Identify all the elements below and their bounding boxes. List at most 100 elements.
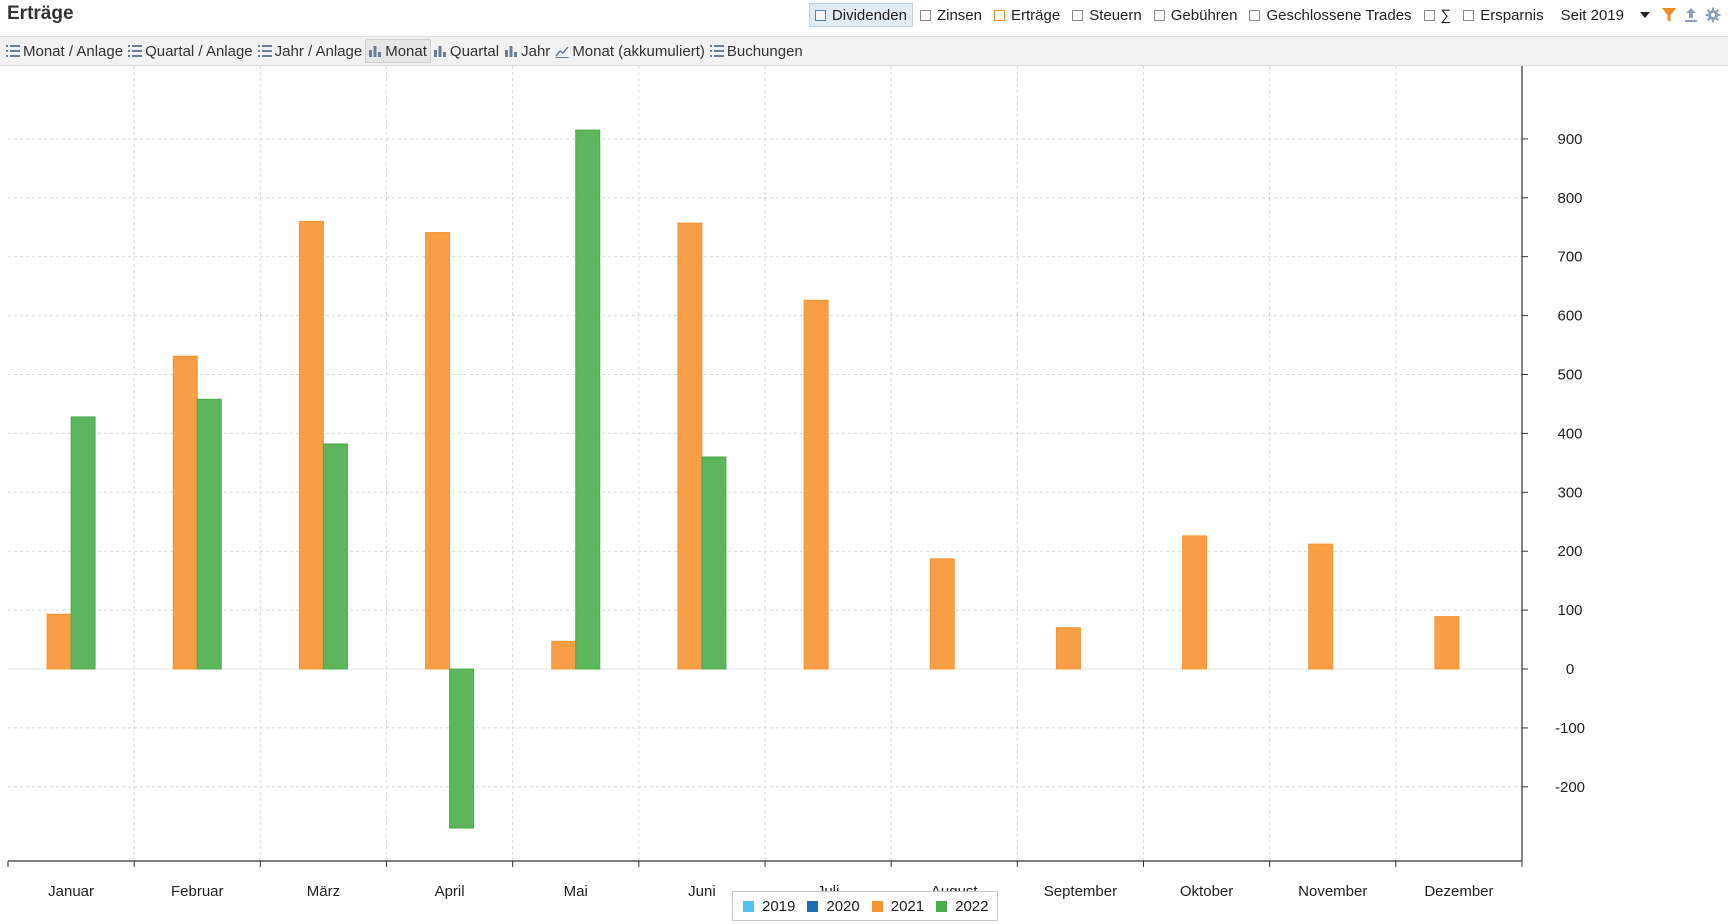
legend-item-2022[interactable]: 2022 <box>936 897 989 915</box>
y-tick-label: 900 <box>1557 131 1582 148</box>
bar-2022-april <box>449 668 475 829</box>
filter-geschlossene-trades[interactable]: Geschlossene Trades <box>1244 3 1416 27</box>
grid <box>8 66 1522 861</box>
legend-swatch <box>807 900 819 912</box>
bars <box>46 129 1460 829</box>
y-tick-label: -200 <box>1555 779 1585 796</box>
legend-swatch <box>936 900 948 912</box>
dividenden-checkbox[interactable] <box>814 9 826 21</box>
bar-2021-september <box>1055 627 1081 670</box>
tab-label: Quartal <box>449 42 500 60</box>
legend-label: 2021 <box>890 897 925 915</box>
filter-label: ∑ <box>1440 6 1452 24</box>
legend-swatch <box>743 900 754 912</box>
zinsen-checkbox[interactable] <box>919 9 931 21</box>
list-icon <box>128 45 143 57</box>
tab-quartal[interactable]: Quartal <box>431 39 502 63</box>
filter-label: Geschlossene Trades <box>1266 6 1412 24</box>
tab-monat-akkumuliert[interactable]: Monat (akkumuliert) <box>553 39 708 63</box>
filter-label: Dividenden <box>831 6 907 24</box>
x-tick-label: September <box>1044 883 1117 900</box>
bar-chart-icon <box>433 46 446 57</box>
tab-label: Quartal / Anlage <box>145 42 253 60</box>
y-tick-label: -100 <box>1555 720 1585 737</box>
bar-2021-januar <box>46 613 72 670</box>
y-tick-label: 300 <box>1557 484 1582 501</box>
filter-dividenden[interactable]: Dividenden <box>808 3 913 27</box>
bar-chart-icon <box>505 46 518 57</box>
filter-icon[interactable] <box>1660 5 1678 25</box>
legend-label: 2019 <box>762 897 796 915</box>
bar-2021-august <box>929 558 955 670</box>
tab-monat[interactable]: Monat <box>365 39 431 63</box>
legend-label: 2022 <box>955 897 989 915</box>
filter-label: Ersparnis <box>1480 6 1544 24</box>
bar-chart-icon <box>369 46 382 57</box>
filter-label: Steuern <box>1089 6 1142 24</box>
x-tick-label: Februar <box>171 883 224 900</box>
tab-jahr[interactable]: Jahr <box>502 39 553 63</box>
legend-item-2020[interactable]: 2020 <box>807 897 860 915</box>
tab-label: Monat <box>385 42 427 60</box>
bar-2021-dezember <box>1434 616 1460 670</box>
x-tick-label: April <box>435 883 465 900</box>
period-label: Seit 2019 <box>1560 6 1624 24</box>
bar-2022-juni <box>701 456 727 670</box>
bar-2021-juni <box>677 222 703 670</box>
bar-2021-märz <box>298 220 324 670</box>
tab-buchungen[interactable]: Buchungen <box>708 39 806 63</box>
filter-ersparnis[interactable]: Ersparnis <box>1458 3 1548 27</box>
geschlossene-trades-checkbox[interactable] <box>1249 9 1261 21</box>
legend: 2019 2020 2021 2022 <box>732 891 998 921</box>
x-tick-label: März <box>307 883 340 900</box>
bar-2021-mai <box>551 640 577 670</box>
tab-jahr-anlage[interactable]: Jahr / Anlage <box>256 39 366 63</box>
tab-quartal-anlage[interactable]: Quartal / Anlage <box>126 39 256 63</box>
filter-summe[interactable]: ∑ <box>1419 3 1457 27</box>
ersparnis-checkbox[interactable] <box>1463 9 1475 21</box>
bar-2021-oktober <box>1182 535 1208 670</box>
legend-swatch <box>871 900 883 912</box>
y-tick-label: 700 <box>1557 249 1582 266</box>
y-tick-label: 100 <box>1557 602 1582 619</box>
period-dropdown[interactable]: Seit 2019 <box>1561 7 1650 24</box>
summe-checkbox[interactable] <box>1423 9 1435 21</box>
bar-2021-april <box>425 232 451 670</box>
top-toolbar: Erträge Dividenden Zinsen Erträge Steuer… <box>0 0 1728 30</box>
axes: -200 -100 0 100 200 300 400 500 600 700 800 900 Janu… <box>7 66 1585 900</box>
bar-2021-november <box>1308 543 1334 670</box>
filter-steuern[interactable]: Steuern <box>1067 3 1147 27</box>
line-chart-icon <box>555 46 569 58</box>
list-icon <box>709 45 724 57</box>
bar-2022-mai <box>575 129 601 670</box>
y-tick-label: 500 <box>1557 367 1582 384</box>
x-tick-label: November <box>1298 883 1367 900</box>
ertraege-checkbox[interactable] <box>994 9 1005 21</box>
filter-gebuehren[interactable]: Gebühren <box>1149 3 1243 27</box>
legend-label: 2020 <box>826 897 860 915</box>
filter-ertraege[interactable]: Erträge <box>989 3 1065 27</box>
filter-label: Gebühren <box>1170 6 1238 24</box>
tab-monat-anlage[interactable]: Monat / Anlage <box>4 39 126 63</box>
page-title: Erträge <box>7 3 74 24</box>
filter-label: Erträge <box>1011 6 1061 24</box>
y-tick-label: 0 <box>1566 661 1574 678</box>
gear-icon[interactable] <box>1704 5 1722 25</box>
x-tick-label: Oktober <box>1180 883 1233 900</box>
legend-item-2021[interactable]: 2021 <box>871 897 925 915</box>
bar-2021-februar <box>172 355 198 670</box>
steuern-checkbox[interactable] <box>1072 9 1084 21</box>
bar-2022-februar <box>196 398 222 670</box>
x-tick-label: Dezember <box>1424 883 1493 900</box>
legend-item-2019[interactable]: 2019 <box>743 898 795 915</box>
filter-zinsen[interactable]: Zinsen <box>915 3 987 27</box>
x-tick-label: Mai <box>564 883 588 900</box>
tab-label: Monat (akkumuliert) <box>572 42 705 60</box>
tab-label: Monat / Anlage <box>23 42 124 60</box>
gebuehren-checkbox[interactable] <box>1153 9 1165 21</box>
tab-label: Jahr / Anlage <box>274 42 363 60</box>
export-icon[interactable] <box>1682 5 1700 25</box>
x-tick-label: Januar <box>48 883 94 900</box>
filter-bar: Dividenden Zinsen Erträge Steuern Gebühr… <box>807 3 1722 27</box>
